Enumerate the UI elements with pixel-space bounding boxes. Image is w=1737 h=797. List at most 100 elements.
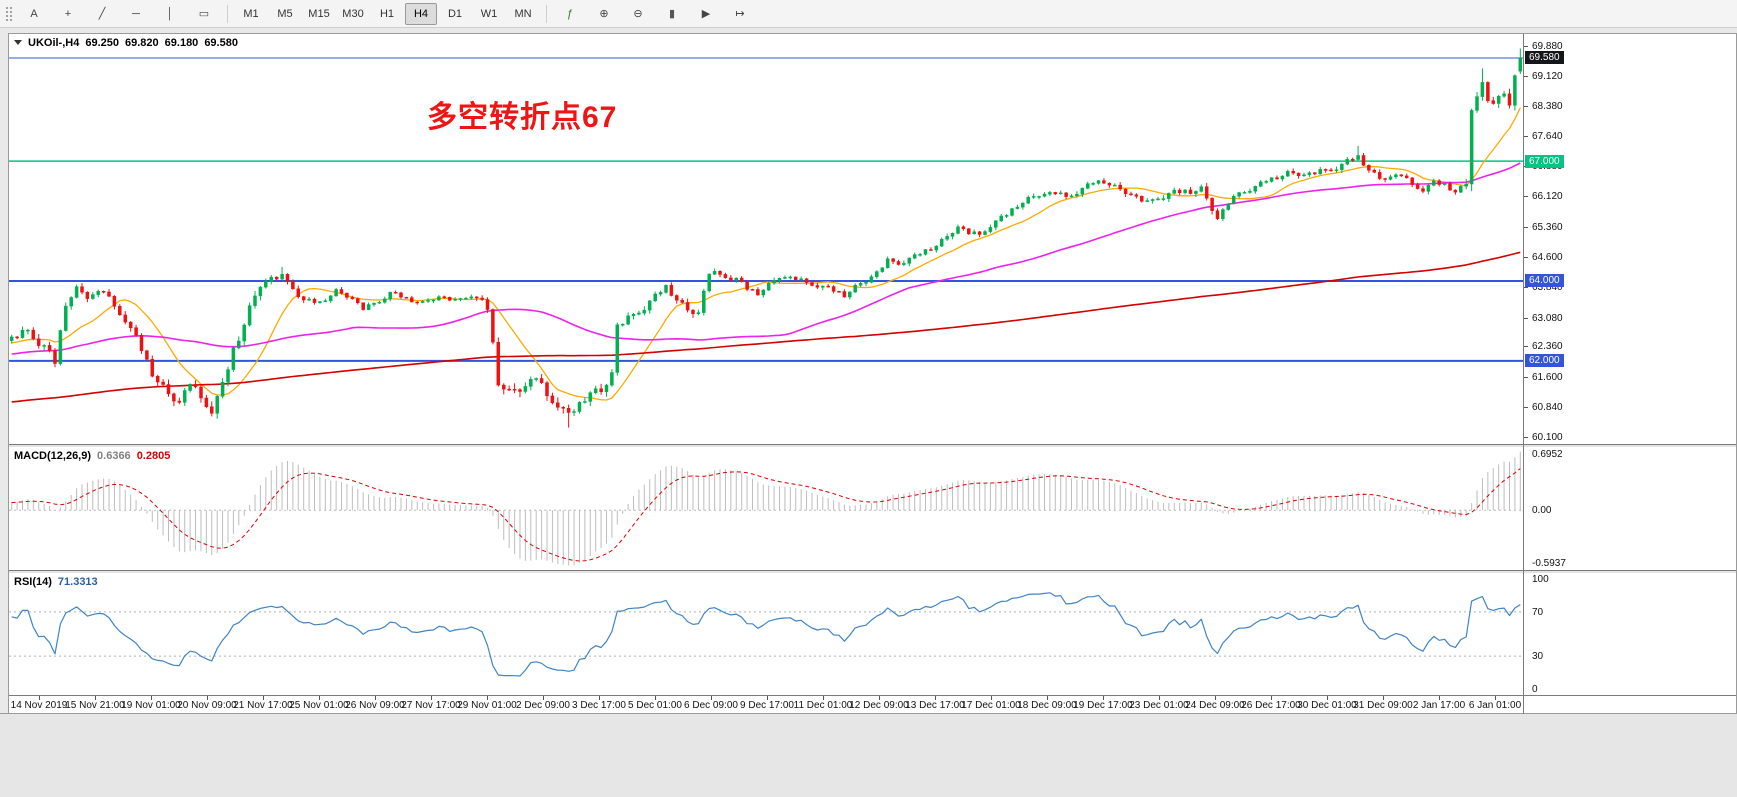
time-label: 25 Nov 01:00 <box>289 700 349 711</box>
price-tick-mark <box>1524 45 1528 47</box>
macd-svg[interactable] <box>9 447 1523 570</box>
price-badge: 64.000 <box>1525 274 1564 288</box>
chart-candles-icon[interactable]: ▮ <box>668 8 676 20</box>
rsi-panel[interactable]: RSI(14) 71.3313 <box>9 573 1523 695</box>
high-value: 69.820 <box>125 37 159 49</box>
panel-splitter[interactable] <box>9 444 1736 447</box>
chart-tools-group: ƒ ⊕ ⊖ ▮ ▶ ↦ <box>554 3 756 25</box>
time-label: 26 Nov 09:00 <box>345 700 405 711</box>
time-tick-mark <box>767 696 768 700</box>
price-tick-label: 62.360 <box>1532 341 1563 353</box>
auto-scroll-icon[interactable]: ▶ <box>701 8 711 20</box>
indicator-scale-label: 30 <box>1532 651 1544 663</box>
zoom-in-icon[interactable]: ⊕ <box>599 8 609 20</box>
time-axis[interactable]: 14 Nov 2019 15 Nov 21:00 19 Nov 01:00 20 No… <box>9 695 1736 713</box>
time-tick-mark <box>487 696 488 700</box>
time-tick-mark <box>711 696 712 700</box>
price-tick-label: 68.380 <box>1532 100 1563 112</box>
price-tick-label: 69.120 <box>1532 71 1563 83</box>
text-label-tool-icon[interactable]: A <box>30 7 38 20</box>
ohlc-readout: UKOil-,H4 69.250 69.820 69.180 69.580 <box>14 37 244 49</box>
rsi-svg[interactable] <box>9 573 1523 695</box>
time-label: 3 Dec 17:00 <box>572 700 626 711</box>
price-badge: 62.000 <box>1525 354 1564 368</box>
toolbar-drag-handle[interactable] <box>4 4 12 23</box>
time-label: 11 Dec 01:00 <box>793 700 853 711</box>
price-tick-mark <box>1524 256 1528 258</box>
time-label: 9 Dec 17:00 <box>740 700 794 711</box>
price-tick-label: 67.640 <box>1532 130 1563 142</box>
crosshair-tool-icon[interactable]: + <box>64 7 72 20</box>
vertical-line-tool-icon[interactable]: │ <box>166 7 174 20</box>
drawing-tools-group: A + ╱ ─ │ ▭ <box>18 3 220 25</box>
macd-panel[interactable]: MACD(12,26,9) 0.6366 0.2805 <box>9 447 1523 570</box>
time-tick-mark <box>823 696 824 700</box>
timeframe-h4-button[interactable]: H4 <box>405 2 437 25</box>
price-chart-plot[interactable]: UKOil-,H4 69.250 69.820 69.180 69.580 多空转折点6… <box>9 34 1523 444</box>
time-tick-mark <box>1495 696 1496 700</box>
timeframe-d1-button[interactable]: D1 <box>447 7 463 20</box>
toolbar-separator <box>227 4 228 23</box>
timeframe-mn-button[interactable]: MN <box>514 7 532 20</box>
price-tick-label: 69.880 <box>1532 40 1563 52</box>
time-tick-mark <box>1439 696 1440 700</box>
price-badge: 69.580 <box>1525 51 1564 65</box>
price-tick-mark <box>1524 226 1528 228</box>
timeframe-group: M1 M5 M15 M30 H1 H4 D1 W1 MN <box>235 2 539 25</box>
price-tick-label: 63.840 <box>1532 282 1563 294</box>
price-tick-label: 60.100 <box>1532 431 1563 443</box>
chart-shift-icon[interactable]: ↦ <box>735 8 745 20</box>
time-tick-mark <box>263 696 264 700</box>
price-scale[interactable]: 69.88069.12068.38067.64066.88066.12065.3… <box>1523 34 1735 714</box>
time-tick-mark <box>151 696 152 700</box>
price-tick-mark <box>1524 407 1528 409</box>
timeframe-m30-button[interactable]: M30 <box>342 7 364 20</box>
price-tick-mark <box>1524 346 1528 348</box>
macd-main-value: 0.6366 <box>97 450 131 462</box>
timeframe-m15-button[interactable]: M15 <box>308 7 330 20</box>
chart-menu-arrow-icon[interactable] <box>14 40 22 45</box>
time-tick-mark <box>543 696 544 700</box>
timeframe-h1-button[interactable]: H1 <box>379 7 395 20</box>
chart-annotation-text[interactable]: 多空转折点67 <box>427 101 618 134</box>
timeframe-w1-button[interactable]: W1 <box>480 7 498 20</box>
toolbar: A + ╱ ─ │ ▭ M1 M5 M15 M30 H1 H4 D1 W1 MN ƒ ⊕ ⊖ ▮ ▶ ↦ <box>0 0 1737 28</box>
candlestick-svg[interactable] <box>9 34 1523 444</box>
time-label: 12 Dec 09:00 <box>849 700 909 711</box>
panel-splitter[interactable] <box>9 570 1736 573</box>
indicator-scale-label: -0.5937 <box>1532 558 1566 569</box>
time-label: 17 Dec 01:00 <box>961 700 1021 711</box>
time-label: 30 Dec 01:00 <box>1297 700 1357 711</box>
indicator-scale-label: 100 <box>1532 573 1549 585</box>
indicator-scale-label: 70 <box>1532 606 1544 618</box>
price-tick-label: 61.600 <box>1532 371 1563 383</box>
zoom-out-icon[interactable]: ⊖ <box>633 8 643 20</box>
horizontal-line-tool-icon[interactable]: ─ <box>132 7 140 20</box>
price-badge: 67.000 <box>1525 154 1564 168</box>
indicators-icon[interactable]: ƒ <box>566 7 574 20</box>
indicator-scale-label: 0 <box>1532 684 1538 696</box>
time-label: 23 Dec 01:00 <box>1129 700 1189 711</box>
low-value: 69.180 <box>164 37 199 49</box>
time-label: 6 Dec 09:00 <box>684 700 738 711</box>
time-tick-mark <box>1103 696 1104 700</box>
window-bottom-strip <box>0 713 1737 797</box>
time-label: 2 Dec 09:00 <box>516 700 570 711</box>
time-tick-mark <box>1215 696 1216 700</box>
time-tick-mark <box>207 696 208 700</box>
close-value: 69.580 <box>204 37 238 49</box>
time-label: 27 Nov 17:00 <box>401 700 461 711</box>
trendline-tool-icon[interactable]: ╱ <box>98 8 106 20</box>
time-label: 21 Nov 17:00 <box>233 700 293 711</box>
rectangle-tool-icon[interactable]: ▭ <box>198 8 210 20</box>
time-tick-mark <box>991 696 992 700</box>
macd-label: MACD(12,26,9) <box>14 450 92 462</box>
timeframe-m5-button[interactable]: M5 <box>277 7 293 20</box>
timeframe-m1-button[interactable]: M1 <box>243 7 259 20</box>
time-label: 18 Dec 09:00 <box>1017 700 1077 711</box>
rsi-value: 71.3313 <box>57 576 98 588</box>
time-label: 19 Nov 01:00 <box>121 700 181 711</box>
chart-window: UKOil-,H4 69.250 69.820 69.180 69.580 多空转折点6… <box>8 33 1737 714</box>
time-tick-mark <box>599 696 600 700</box>
time-tick-mark <box>431 696 432 700</box>
